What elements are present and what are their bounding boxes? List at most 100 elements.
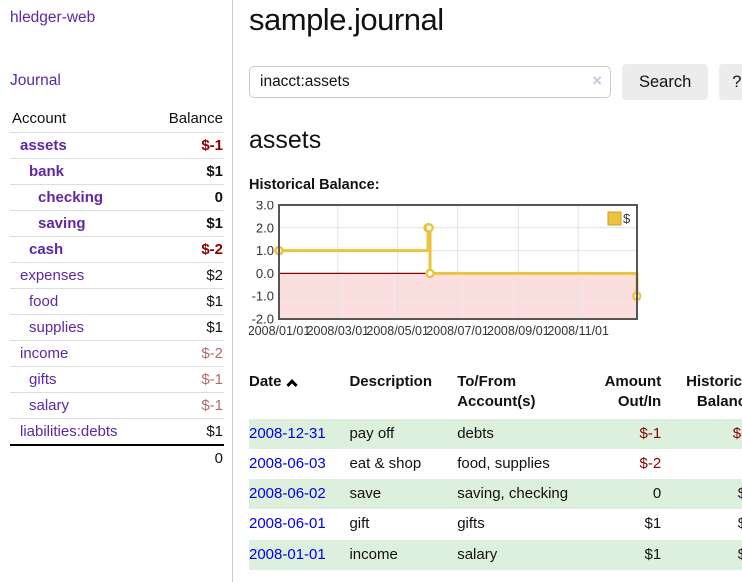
sort-ascending-icon <box>285 379 298 391</box>
search-input[interactable] <box>249 66 611 98</box>
transaction-description: eat & shop <box>349 454 422 472</box>
svg-text:2008/05/01: 2008/05/01 <box>366 324 429 338</box>
transaction-row[interactable]: 2008-12-31 pay off debts $-1 $-1 <box>249 418 742 449</box>
account-row: checking 0 <box>10 184 224 211</box>
search-button[interactable]: Search <box>622 64 709 100</box>
accounts-header-row: Account Balance <box>10 106 224 133</box>
transaction-date-link[interactable]: 2008-01-01 <box>249 545 326 563</box>
transaction-accounts: food, supplies <box>457 454 550 472</box>
transaction-balance: $1 <box>737 545 742 563</box>
account-balance: $2 <box>149 262 224 289</box>
account-balance: $-1 <box>149 132 224 159</box>
svg-text:2008/03/01: 2008/03/01 <box>307 324 370 338</box>
account-link-food[interactable]: food <box>29 293 59 310</box>
account-link-saving[interactable]: saving <box>38 215 86 232</box>
transaction-description: income <box>349 545 398 563</box>
account-balance: $1 <box>149 158 224 185</box>
account-link-expenses[interactable]: expenses <box>20 267 85 284</box>
accounts-table: Account Balance assets $-1 bank $1 check… <box>10 106 224 471</box>
svg-text:-1.0: -1.0 <box>252 289 274 304</box>
transaction-row[interactable]: 2008-06-01 gift gifts $1 $2 <box>249 509 742 539</box>
account-row: liabilities:debts $1 <box>10 418 224 445</box>
transaction-amount: $1 <box>644 515 662 533</box>
svg-text:-2.0: -2.0 <box>252 312 274 327</box>
account-row: supplies $1 <box>10 314 224 341</box>
transaction-date-link[interactable]: 2008-06-02 <box>249 485 326 502</box>
svg-text:$: $ <box>623 211 631 226</box>
clear-search-icon[interactable]: × <box>592 71 602 90</box>
account-link-supplies[interactable]: supplies <box>29 319 85 336</box>
account-link-salary[interactable]: salary <box>29 397 70 414</box>
transaction-accounts: gifts <box>457 515 485 533</box>
chart-legend: $ <box>607 211 631 226</box>
accounts-total-row: 0 <box>10 444 224 471</box>
svg-text:2008/11/01: 2008/11/01 <box>547 324 609 338</box>
transaction-date-link[interactable]: 2008-12-31 <box>249 424 326 442</box>
transaction-amount: $-1 <box>639 424 662 442</box>
page-title: sample.journal <box>249 2 444 37</box>
account-row: assets $-1 <box>10 132 224 159</box>
transaction-balance: 0 <box>661 449 742 479</box>
svg-text:2008/07/01: 2008/07/01 <box>426 324 489 338</box>
register-col-amount: Amount Out/In <box>604 373 662 411</box>
account-balance: $-2 <box>149 236 224 263</box>
accounts-total-value: 0 <box>149 444 224 471</box>
account-link-gifts[interactable]: gifts <box>29 371 57 388</box>
account-balance: $1 <box>149 314 224 341</box>
register-col-date[interactable]: Date <box>249 370 349 419</box>
account-row: food $1 <box>10 288 224 315</box>
account-balance: $-2 <box>149 340 224 367</box>
account-balance: $-1 <box>149 392 224 419</box>
app-brand-link[interactable]: hledger-web <box>10 9 96 26</box>
account-row: income $-2 <box>10 340 224 367</box>
account-link-bank[interactable]: bank <box>29 163 65 180</box>
account-balance: $1 <box>149 418 224 445</box>
account-link-cash[interactable]: cash <box>29 241 64 258</box>
account-link-assets[interactable]: assets <box>20 137 67 154</box>
register-table: Date Description To/From Account(s) Amou… <box>249 370 742 570</box>
account-row: expenses $2 <box>10 262 224 289</box>
sidebar: hledger-web Journal Account Balance asse… <box>0 0 233 582</box>
account-row: bank $1 <box>10 158 224 185</box>
transaction-balance: $2 <box>737 515 742 533</box>
svg-text:3.0: 3.0 <box>256 201 274 213</box>
main-content: sample.journal × Search ? assets Histori… <box>233 0 742 582</box>
account-heading: assets <box>249 126 322 154</box>
transaction-accounts: salary <box>457 545 498 563</box>
register-col-description: Description <box>349 373 432 390</box>
transaction-balance: $2 <box>737 485 742 502</box>
account-link-liabilities-debts[interactable]: liabilities:debts <box>20 423 118 440</box>
transaction-description: save <box>349 485 382 502</box>
account-balance: $1 <box>149 210 224 237</box>
svg-text:1.0: 1.0 <box>256 243 274 258</box>
transaction-accounts: saving, checking <box>457 485 569 502</box>
register-col-balance: Historical Balance <box>686 373 742 411</box>
transaction-row[interactable]: 2008-01-01 income salary $1 $1 <box>249 539 742 570</box>
account-row: cash $-2 <box>10 236 224 263</box>
account-row: gifts $-1 <box>10 366 224 393</box>
transaction-date-link[interactable]: 2008-06-01 <box>249 515 326 533</box>
transaction-amount: 0 <box>652 485 662 502</box>
account-link-checking[interactable]: checking <box>38 189 104 206</box>
historical-balance-chart: 3.0 2.0 1.0 0.0 -1.0 -2.02008/01/012008/03/01… <box>248 198 642 338</box>
account-balance: $1 <box>149 288 224 315</box>
account-balance: 0 <box>149 184 224 211</box>
search-form: × Search ? <box>249 64 742 100</box>
account-row: saving $1 <box>10 210 224 237</box>
sidebar-item-journal[interactable]: Journal <box>10 72 61 89</box>
help-button[interactable]: ? <box>719 64 742 100</box>
account-balance: $-1 <box>149 366 224 393</box>
svg-text:0.0: 0.0 <box>256 266 274 281</box>
accounts-col-account: Account <box>12 110 67 127</box>
transaction-date-link[interactable]: 2008-06-03 <box>249 454 326 472</box>
transaction-accounts: debts <box>457 424 494 442</box>
transaction-row[interactable]: 2008-06-02 save saving, checking 0 $2 <box>249 479 742 510</box>
svg-text:2008/01/01: 2008/01/01 <box>249 324 310 338</box>
chart-title: Historical Balance: <box>249 177 380 193</box>
transaction-balance: $-1 <box>732 424 742 442</box>
transaction-row[interactable]: 2008-06-03 eat & shop food, supplies $-2… <box>249 449 742 479</box>
account-link-income[interactable]: income <box>20 345 69 362</box>
transaction-amount: $-2 <box>639 454 662 472</box>
accounts-col-balance: Balance <box>168 110 223 127</box>
